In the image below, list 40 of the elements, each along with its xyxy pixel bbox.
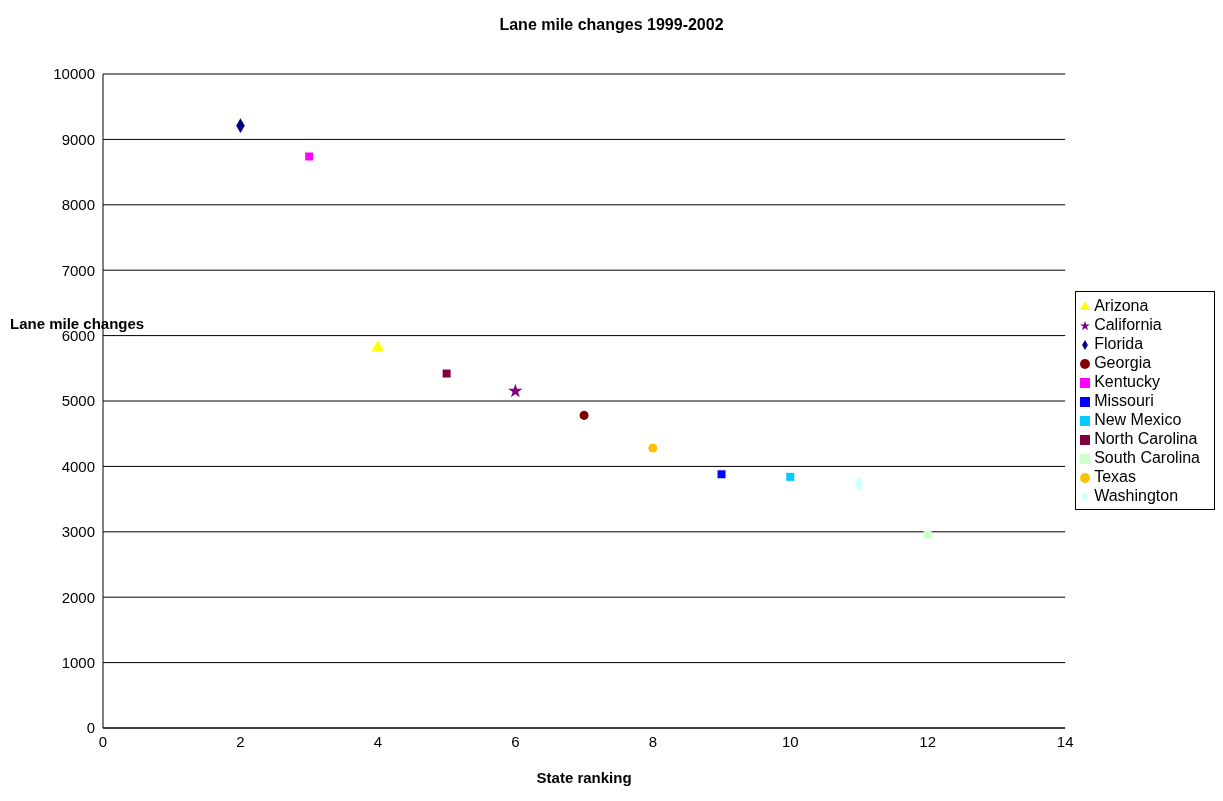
y-tick-label: 1000 (61, 653, 95, 671)
y-tick-label: 2000 (61, 588, 95, 606)
legend-label: Florida (1094, 335, 1144, 352)
y-tick-label: 0 (86, 719, 95, 737)
chart-title: Lane mile changes 1999-2002 (498, 16, 725, 34)
legend-label: New Mexico (1094, 411, 1182, 428)
x-tick-label: 2 (236, 732, 245, 750)
x-tick-label: 12 (919, 732, 937, 750)
point (371, 340, 384, 351)
point (648, 443, 658, 453)
y-tick-label: 5000 (61, 392, 95, 410)
x-tick-label: 4 (373, 732, 383, 750)
x-tick-label: 8 (648, 732, 657, 750)
y-tick-label: 9000 (61, 130, 95, 148)
x-tick-label: 0 (98, 732, 108, 750)
x-tick-label: 10 (781, 732, 799, 750)
legend-label: North Carolina (1094, 430, 1198, 447)
legend-label: Georgia (1094, 354, 1152, 371)
point (442, 369, 451, 378)
x-axis-title: State ranking (536, 769, 632, 786)
x-tick-label: 6 (511, 732, 520, 750)
y-tick-label: 8000 (61, 196, 95, 214)
legend-label: South Carolina (1094, 449, 1200, 466)
x-tick-label: 14 (1056, 732, 1074, 750)
legend-label: Texas (1094, 468, 1136, 485)
point (579, 410, 589, 420)
legend-label: California (1094, 316, 1162, 333)
y-tick-label: 3000 (61, 523, 95, 541)
legend-label: Kentucky (1094, 373, 1160, 390)
y-tick-label: 7000 (61, 261, 95, 279)
y-tick-label: 4000 (61, 457, 95, 475)
point (717, 470, 726, 479)
legend-label: Washington (1094, 487, 1179, 504)
point (508, 383, 523, 398)
point (786, 472, 795, 481)
legend-label: Arizona (1094, 297, 1149, 314)
y-tick-label: 10000 (53, 65, 95, 83)
point (923, 530, 932, 539)
legend-label: Missouri (1094, 392, 1154, 409)
point (305, 152, 314, 161)
